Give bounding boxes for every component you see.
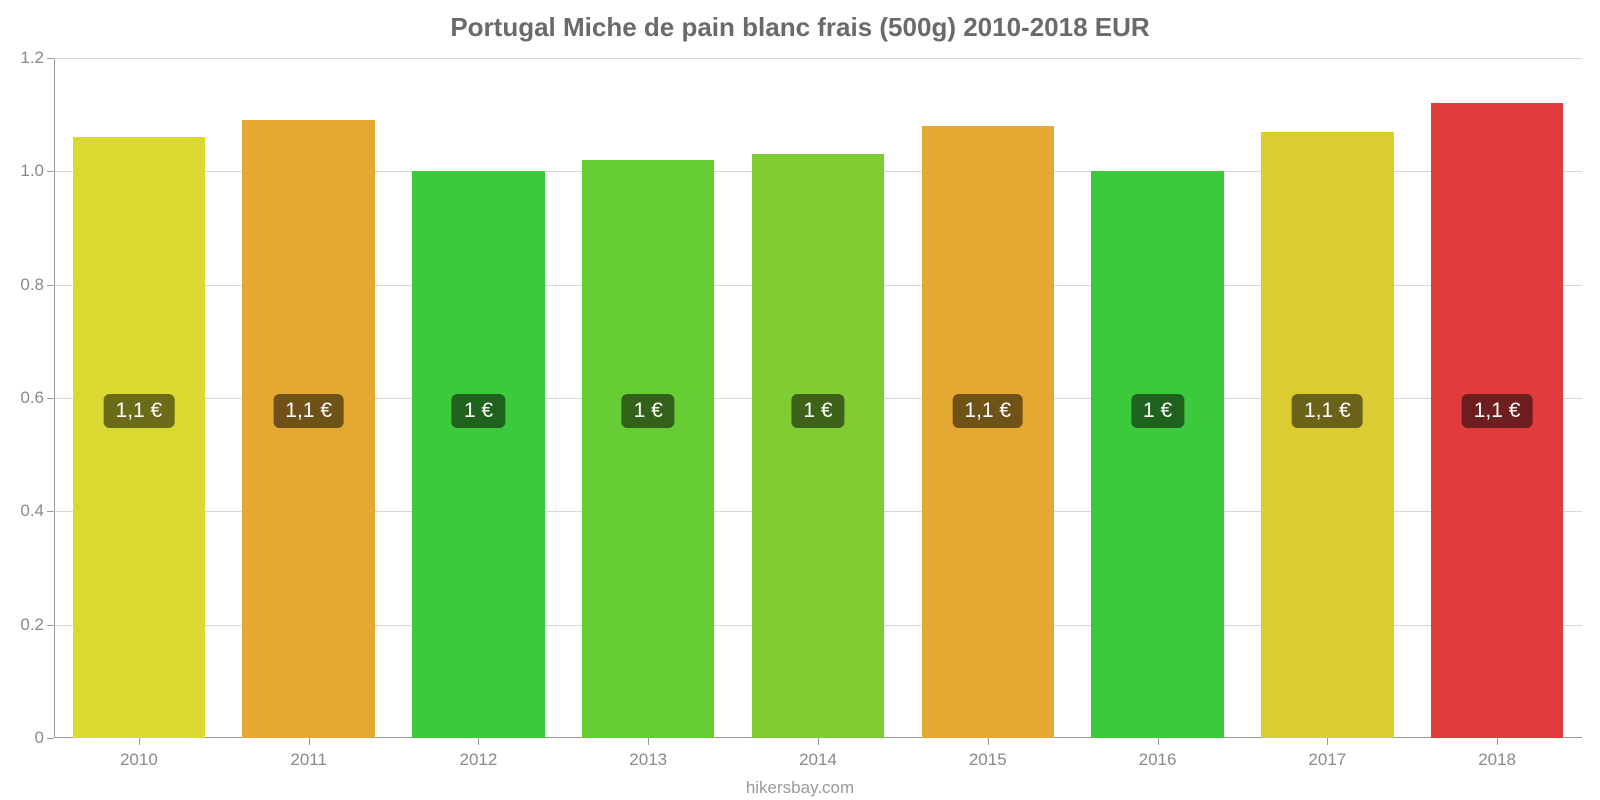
x-tick-label: 2013	[629, 738, 667, 770]
bar: 1 €	[1091, 171, 1223, 738]
bars-group: 1,1 € 1,1 € 1 € 1 € 1 € 1,1 € 1 € 1,1 € 1,1 €	[54, 58, 1582, 738]
chart-container: Portugal Miche de pain blanc frais (500g…	[0, 0, 1600, 800]
x-tick-label: 2018	[1478, 738, 1516, 770]
y-tick-label: 0.2	[20, 615, 54, 635]
x-tick-label: 2016	[1139, 738, 1177, 770]
plot-area: 1,1 €1,1 €1 €1 €1 €1,1 €1 €1,1 €1,1 € 00…	[54, 58, 1582, 738]
y-tick-label: 1.0	[20, 161, 54, 181]
bar-data-label: 1 €	[622, 394, 675, 428]
x-tick-label: 2010	[120, 738, 158, 770]
bar-data-label: 1 €	[791, 394, 844, 428]
bar-data-label: 1,1 €	[952, 394, 1023, 428]
y-tick-label: 1.2	[20, 48, 54, 68]
bar: 1,1 €	[73, 137, 205, 738]
x-tick-label: 2017	[1308, 738, 1346, 770]
x-tick-label: 2011	[290, 738, 327, 770]
bar: 1 €	[752, 154, 884, 738]
bar: 1,1 €	[242, 120, 374, 738]
bar: 1,1 €	[1261, 132, 1393, 738]
bar-data-label: 1,1 €	[1462, 394, 1533, 428]
y-tick-label: 0	[35, 728, 54, 748]
bar: 1,1 €	[922, 126, 1054, 738]
x-tick-label: 2014	[799, 738, 837, 770]
x-tick-label: 2012	[460, 738, 498, 770]
bar: 1 €	[582, 160, 714, 738]
x-tick-label: 2015	[969, 738, 1007, 770]
bar-data-label: 1 €	[452, 394, 505, 428]
attribution: hikersbay.com	[0, 778, 1600, 798]
bar: 1,1 €	[1431, 103, 1563, 738]
bar-data-label: 1,1 €	[273, 394, 344, 428]
y-tick-label: 0.6	[20, 388, 54, 408]
bar-data-label: 1,1 €	[1292, 394, 1363, 428]
bar: 1 €	[412, 171, 544, 738]
y-tick-label: 0.4	[20, 501, 54, 521]
y-tick-label: 0.8	[20, 275, 54, 295]
bar-data-label: 1 €	[1131, 394, 1184, 428]
chart-title: Portugal Miche de pain blanc frais (500g…	[0, 12, 1600, 43]
bar-data-label: 1,1 €	[104, 394, 175, 428]
